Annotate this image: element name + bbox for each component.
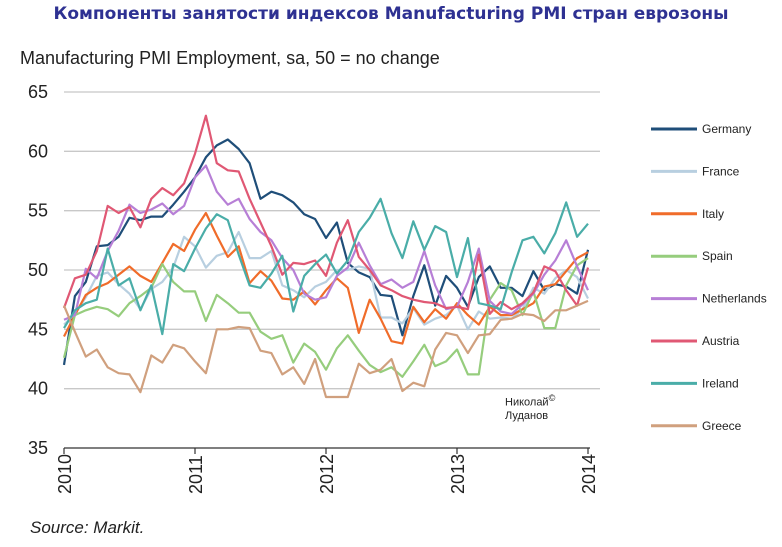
y-tick-label: 65 (28, 82, 48, 102)
watermark: Николай© Луданов (505, 392, 555, 423)
series-line-netherlands (63, 164, 590, 321)
series-line-austria (62, 114, 590, 315)
y-tick-label: 55 (28, 201, 48, 221)
x-tick-label: 2012 (317, 454, 337, 494)
y-tick-label: 45 (28, 319, 48, 339)
chart-title: Manufacturing PMI Employment, sa, 50 = n… (20, 48, 440, 68)
y-tick-label: 50 (28, 260, 48, 280)
legend-label-germany: Germany (702, 122, 751, 136)
legend-label-ireland: Ireland (702, 376, 739, 390)
legend-label-netherlands: Netherlands (702, 292, 767, 306)
source-note: Source: Markit. (30, 518, 145, 537)
series-line-germany (62, 138, 590, 366)
page-title: Компоненты занятости индексов Manufactur… (53, 4, 729, 24)
legend-label-france: France (702, 164, 740, 178)
y-tick-label: 40 (28, 379, 48, 399)
series-line-ireland (63, 197, 589, 336)
copyright-symbol: © (548, 393, 556, 403)
watermark-line1: Николай (505, 396, 549, 409)
legend-label-spain: Spain (702, 249, 733, 263)
watermark-line2: Луданов (505, 409, 549, 422)
legend-label-greece: Greece (702, 419, 742, 433)
series-line-greece (62, 299, 589, 399)
x-tick-label: 2014 (579, 454, 599, 494)
x-tick-label: 2011 (186, 455, 206, 494)
legend-label-austria: Austria (702, 334, 740, 348)
x-tick-label: 2010 (55, 454, 75, 494)
x-tick-label: 2013 (448, 454, 468, 494)
y-tick-label: 35 (28, 438, 48, 458)
series-line-italy (63, 211, 589, 345)
legend-label-italy: Italy (702, 207, 724, 221)
y-tick-label: 60 (28, 141, 48, 161)
